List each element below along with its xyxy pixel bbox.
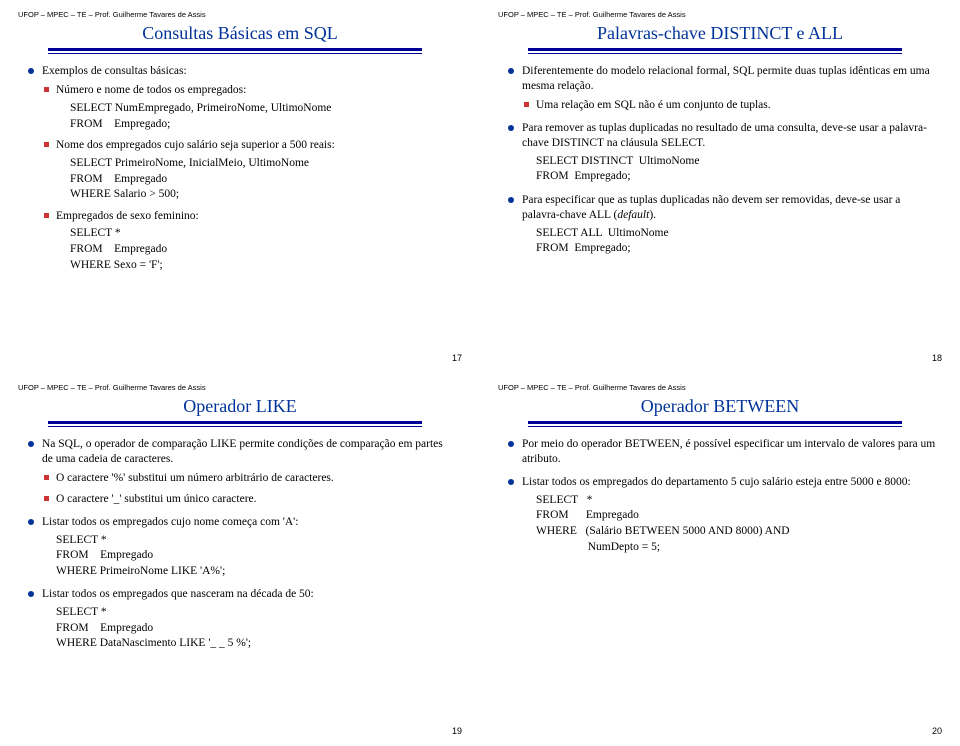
slide-17: UFOP – MPEC – TE – Prof. Guilherme Tavar… bbox=[0, 0, 480, 373]
bullet-text: Para especificar que as tuplas duplicada… bbox=[522, 194, 900, 221]
code-line: WHERE Sexo = 'F'; bbox=[70, 258, 456, 274]
bullet-text: Exemplos de consultas básicas: bbox=[42, 65, 187, 77]
slide-20: UFOP – MPEC – TE – Prof. Guilherme Tavar… bbox=[480, 373, 960, 746]
bullet-text: Listar todos os empregados que nasceram … bbox=[42, 588, 314, 600]
t-italic: default bbox=[617, 209, 649, 221]
bullet-text: Listar todos os empregados cujo nome com… bbox=[42, 516, 298, 528]
page-number: 19 bbox=[452, 726, 462, 738]
slide-19: UFOP – MPEC – TE – Prof. Guilherme Tavar… bbox=[0, 373, 480, 746]
bullet: Exemplos de consultas básicas: Número e … bbox=[28, 64, 456, 273]
bullet: Listar todos os empregados que nasceram … bbox=[28, 587, 456, 651]
code-line: WHERE PrimeiroNome LIKE 'A%'; bbox=[56, 564, 456, 580]
bullet-text: Listar todos os empregados do departamen… bbox=[522, 476, 911, 488]
bullet: Listar todos os empregados cujo nome com… bbox=[28, 515, 456, 579]
code-line: SELECT * bbox=[56, 533, 456, 549]
page-number: 17 bbox=[452, 353, 462, 365]
code-line: SELECT NumEmpregado, PrimeiroNome, Ultim… bbox=[70, 101, 456, 117]
code-line: WHERE DataNascimento LIKE '_ _ 5 %'; bbox=[56, 636, 456, 652]
title-rule bbox=[48, 421, 422, 427]
code-block: SELECT PrimeiroNome, InicialMeio, Ultimo… bbox=[70, 156, 456, 203]
sub-bullet: O caractere '%' substitui um número arbi… bbox=[44, 471, 456, 486]
sub-bullet: Empregados de sexo feminino: SELECT * FR… bbox=[44, 209, 456, 273]
t: ). bbox=[649, 209, 656, 221]
bullet-text: Para remover as tuplas duplicadas no res… bbox=[522, 122, 927, 149]
title-rule bbox=[528, 421, 902, 427]
code-line: FROM Empregado bbox=[70, 172, 456, 188]
code-line: SELECT * bbox=[70, 226, 456, 242]
bullet-text: Por meio do operador BETWEEN, é possível… bbox=[522, 438, 935, 465]
bullet-text: Diferentemente do modelo relacional form… bbox=[522, 65, 930, 92]
page-number: 18 bbox=[932, 353, 942, 365]
slide-title: Operador LIKE bbox=[18, 395, 462, 418]
slide-header: UFOP – MPEC – TE – Prof. Guilherme Tavar… bbox=[18, 10, 462, 20]
code-line: SELECT DISTINCT UltimoNome bbox=[536, 154, 936, 170]
sub-bullet: O caractere '_' substitui um único carac… bbox=[44, 492, 456, 507]
slide-title: Operador BETWEEN bbox=[498, 395, 942, 418]
slide-title: Consultas Básicas em SQL bbox=[18, 22, 462, 45]
t: Para especificar que as tuplas duplicada… bbox=[522, 194, 900, 221]
bullet: Na SQL, o operador de comparação LIKE pe… bbox=[28, 437, 456, 507]
bullet: Diferentemente do modelo relacional form… bbox=[508, 64, 936, 113]
code-block: SELECT * FROM Empregado WHERE DataNascim… bbox=[56, 605, 456, 652]
sub-text: Uma relação em SQL não é um conjunto de … bbox=[536, 99, 771, 111]
code-line: FROM Empregado bbox=[56, 621, 456, 637]
code-line: SELECT PrimeiroNome, InicialMeio, Ultimo… bbox=[70, 156, 456, 172]
bullet: Por meio do operador BETWEEN, é possível… bbox=[508, 437, 936, 467]
bullet-text: Na SQL, o operador de comparação LIKE pe… bbox=[42, 438, 443, 465]
slide-title: Palavras-chave DISTINCT e ALL bbox=[498, 22, 942, 45]
code-line: SELECT * bbox=[536, 493, 936, 509]
code-line: WHERE (Salário BETWEEN 5000 AND 8000) AN… bbox=[536, 524, 936, 540]
code-line: FROM Empregado bbox=[536, 508, 936, 524]
slide-18: UFOP – MPEC – TE – Prof. Guilherme Tavar… bbox=[480, 0, 960, 373]
sub-text: Nome dos empregados cujo salário seja su… bbox=[56, 139, 335, 151]
slide-header: UFOP – MPEC – TE – Prof. Guilherme Tavar… bbox=[18, 383, 462, 393]
code-block: SELECT ALL UltimoNome FROM Empregado; bbox=[536, 226, 936, 257]
bullet: Listar todos os empregados do departamen… bbox=[508, 475, 936, 555]
slide-header: UFOP – MPEC – TE – Prof. Guilherme Tavar… bbox=[498, 383, 942, 393]
code-line: WHERE Salario > 500; bbox=[70, 187, 456, 203]
title-rule bbox=[528, 48, 902, 54]
code-line: FROM Empregado bbox=[70, 242, 456, 258]
code-line: FROM Empregado; bbox=[536, 241, 936, 257]
sub-text: O caractere '_' substitui um único carac… bbox=[56, 493, 257, 505]
sub-bullet: Nome dos empregados cujo salário seja su… bbox=[44, 138, 456, 202]
sub-bullet: Número e nome de todos os empregados: SE… bbox=[44, 83, 456, 132]
code-line: FROM Empregado bbox=[56, 548, 456, 564]
code-line: SELECT * bbox=[56, 605, 456, 621]
code-line: FROM Empregado; bbox=[536, 169, 936, 185]
code-block: SELECT DISTINCT UltimoNome FROM Empregad… bbox=[536, 154, 936, 185]
code-block: SELECT * FROM Empregado WHERE PrimeiroNo… bbox=[56, 533, 456, 580]
sub-text: Empregados de sexo feminino: bbox=[56, 210, 199, 222]
sub-text: O caractere '%' substitui um número arbi… bbox=[56, 472, 334, 484]
code-line: NumDepto = 5; bbox=[536, 540, 936, 556]
slide-header: UFOP – MPEC – TE – Prof. Guilherme Tavar… bbox=[498, 10, 942, 20]
bullet: Para remover as tuplas duplicadas no res… bbox=[508, 121, 936, 185]
code-line: SELECT ALL UltimoNome bbox=[536, 226, 936, 242]
sub-text: Número e nome de todos os empregados: bbox=[56, 84, 246, 96]
title-rule bbox=[48, 48, 422, 54]
code-block: SELECT NumEmpregado, PrimeiroNome, Ultim… bbox=[70, 101, 456, 132]
code-block: SELECT * FROM Empregado WHERE Sexo = 'F'… bbox=[70, 226, 456, 273]
page-number: 20 bbox=[932, 726, 942, 738]
code-block: SELECT * FROM Empregado WHERE (Salário B… bbox=[536, 493, 936, 555]
code-line: FROM Empregado; bbox=[70, 117, 456, 133]
sub-bullet: Uma relação em SQL não é um conjunto de … bbox=[524, 98, 936, 113]
bullet: Para especificar que as tuplas duplicada… bbox=[508, 193, 936, 257]
